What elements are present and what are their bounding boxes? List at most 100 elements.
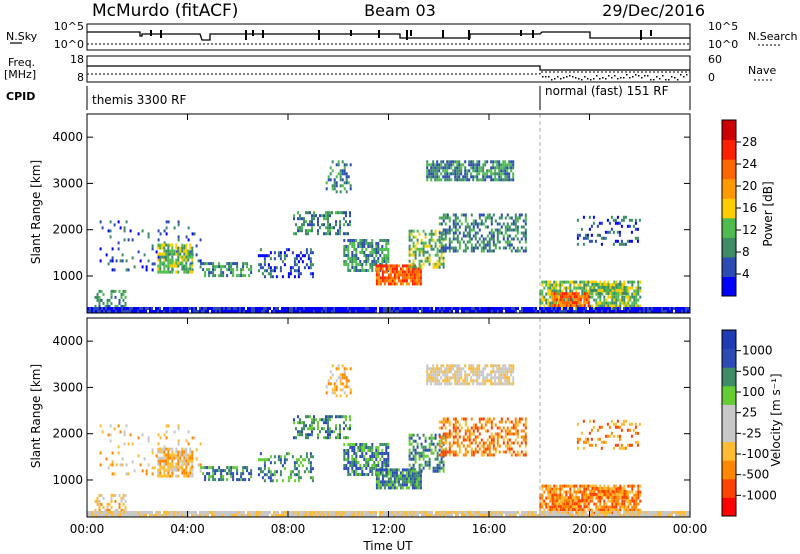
echo-cell: [155, 454, 158, 458]
echo-cell: [426, 448, 429, 452]
echo-cell: [387, 443, 390, 446]
echo-cell: [96, 298, 99, 302]
nave-dot: [671, 76, 673, 78]
echo-cell: [502, 364, 505, 368]
nsky-spike: [410, 30, 412, 36]
echo-cell: [603, 295, 606, 299]
echo-cell: [490, 231, 493, 235]
echo-cell: [333, 382, 336, 386]
echo-cell: [359, 260, 362, 263]
echo-cell: [197, 463, 200, 467]
echo-cell: [191, 436, 194, 440]
echo-cell: [516, 435, 519, 439]
echo-cell: [414, 448, 417, 452]
echo-cell: [201, 310, 203, 313]
echo-cell: [246, 265, 249, 269]
echo-cell: [432, 172, 435, 176]
echo-cell: [567, 310, 569, 313]
echo-cell: [387, 248, 390, 251]
echo-cell: [609, 505, 612, 509]
echo-cell: [381, 260, 384, 263]
echo-cell: [325, 421, 327, 425]
echo-cell: [383, 257, 386, 260]
echo-cell: [99, 307, 101, 310]
echo-cell: [615, 489, 618, 493]
echo-cell: [587, 301, 590, 305]
echo-cell: [414, 253, 417, 257]
echo-cell: [369, 254, 372, 257]
echo-cell: [597, 486, 600, 490]
echo-cell: [339, 310, 341, 313]
echo-cell: [101, 310, 103, 313]
echo-cell: [444, 373, 447, 377]
echo-cell: [585, 301, 588, 305]
nsky-spike: [468, 30, 470, 40]
echo-cell: [411, 477, 414, 481]
echo-cell: [615, 505, 618, 509]
echo-cell: [417, 307, 419, 310]
echo-cell: [124, 505, 127, 509]
echo-cell: [273, 266, 276, 270]
nave-tick-low: 0: [708, 71, 715, 84]
echo-cell: [418, 265, 421, 269]
echo-cell: [208, 466, 211, 470]
echo-cell: [412, 466, 415, 470]
echo-cell: [551, 487, 554, 491]
echo-cell: [408, 457, 411, 461]
echo-cell: [462, 249, 465, 253]
echo-cell: [559, 310, 561, 313]
echo-cell: [309, 260, 312, 264]
echo-cell: [478, 373, 481, 377]
echo-cell: [611, 289, 614, 293]
echo-cell: [565, 502, 568, 506]
echo-cell: [667, 307, 669, 310]
echo-cell: [385, 480, 388, 484]
echo-cell: [349, 310, 351, 313]
echo-cell: [365, 242, 368, 245]
echo-cell: [212, 265, 215, 269]
echo-cell: [363, 458, 366, 461]
echo-cell: [345, 181, 348, 185]
echo-cell: [472, 382, 475, 386]
echo-cell: [597, 508, 600, 512]
echo-cell: [293, 310, 295, 313]
echo-cell: [619, 508, 622, 512]
echo-cell: [605, 307, 607, 310]
echo-cell: [189, 270, 192, 274]
echo-cell: [145, 310, 147, 313]
echo-cell: [371, 260, 374, 263]
echo-cell: [325, 307, 327, 310]
echo-cell: [137, 232, 140, 236]
echo-cell: [438, 463, 441, 467]
echo-cell: [295, 310, 297, 313]
echo-cell: [169, 243, 172, 247]
echo-cell: [131, 238, 134, 242]
echo-cell: [458, 231, 461, 235]
echo-cell: [129, 310, 131, 313]
echo-cell: [181, 258, 184, 262]
echo-cell: [561, 496, 564, 500]
echo-cell: [510, 216, 513, 220]
echo-cell: [347, 455, 350, 458]
echo-cell: [436, 466, 439, 470]
echo-cell: [559, 295, 562, 299]
echo-cell: [277, 458, 280, 462]
echo-cell: [401, 270, 404, 274]
echo-cell: [269, 251, 272, 255]
echo-cell: [405, 267, 408, 271]
echo-cell: [109, 307, 111, 310]
echo-cell: [464, 453, 467, 457]
echo-cell: [397, 264, 400, 268]
echo-cell: [355, 458, 358, 461]
echo-cell: [524, 231, 527, 235]
echo-cell: [349, 260, 352, 263]
echo-cell: [581, 493, 584, 497]
echo-cell: [610, 419, 613, 423]
echo-cell: [480, 213, 483, 217]
nave-dot: [665, 79, 667, 81]
echo-cell: [605, 310, 607, 313]
echo-cell: [510, 367, 513, 371]
echo-cell: [343, 467, 346, 470]
echo-cell: [427, 310, 429, 313]
echo-cell: [420, 469, 423, 473]
